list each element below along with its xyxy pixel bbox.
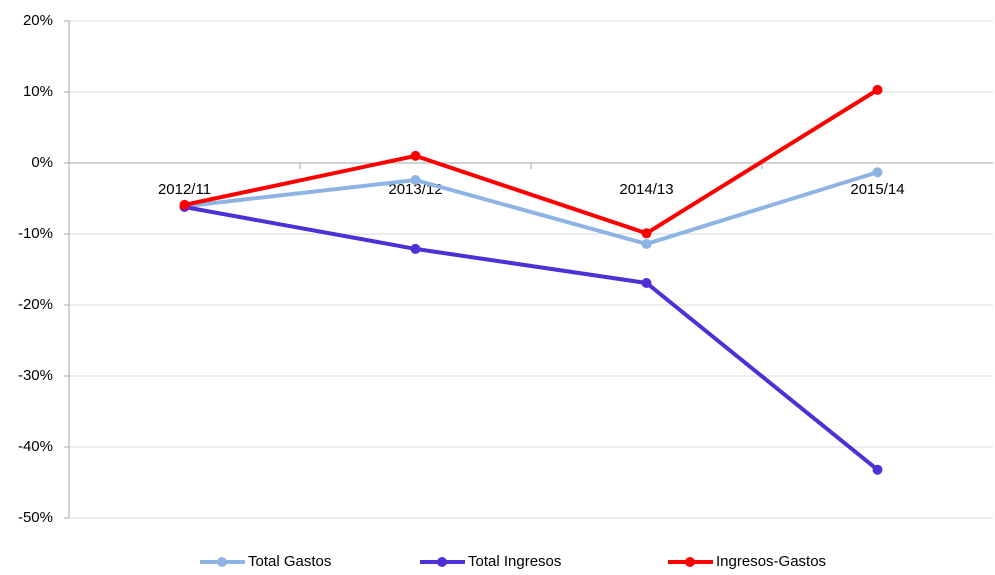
point <box>872 167 883 178</box>
y-tick-label: -50% <box>18 509 53 526</box>
y-tick-label: -10% <box>18 225 53 242</box>
series-line <box>184 205 879 472</box>
x-tick-label: 2015/14 <box>850 181 904 198</box>
point <box>872 464 883 475</box>
point <box>641 228 652 239</box>
point <box>410 150 421 161</box>
point <box>410 175 421 186</box>
legend-label: Total Ingresos <box>468 553 561 570</box>
series-line <box>184 88 879 236</box>
y-tick-label: 10% <box>23 83 53 100</box>
point <box>872 84 883 95</box>
legend-label: Total Gastos <box>248 553 331 570</box>
y-tick-label: 0% <box>31 154 53 171</box>
point <box>410 243 421 254</box>
legend-marker <box>437 557 447 567</box>
point <box>641 277 652 288</box>
y-tick-label: 20% <box>23 12 53 29</box>
x-tick-label: 2014/13 <box>619 181 673 198</box>
legend-label: Ingresos-Gastos <box>716 553 826 570</box>
y-tick-label: -20% <box>18 296 53 313</box>
point <box>179 199 190 210</box>
point <box>641 238 652 249</box>
y-tick-label: -30% <box>18 367 53 384</box>
legend-marker <box>217 557 227 567</box>
series-line <box>184 170 879 246</box>
x-tick-label: 2012/11 <box>158 181 211 198</box>
legend-marker <box>685 557 695 567</box>
y-tick-label: -40% <box>18 438 53 455</box>
